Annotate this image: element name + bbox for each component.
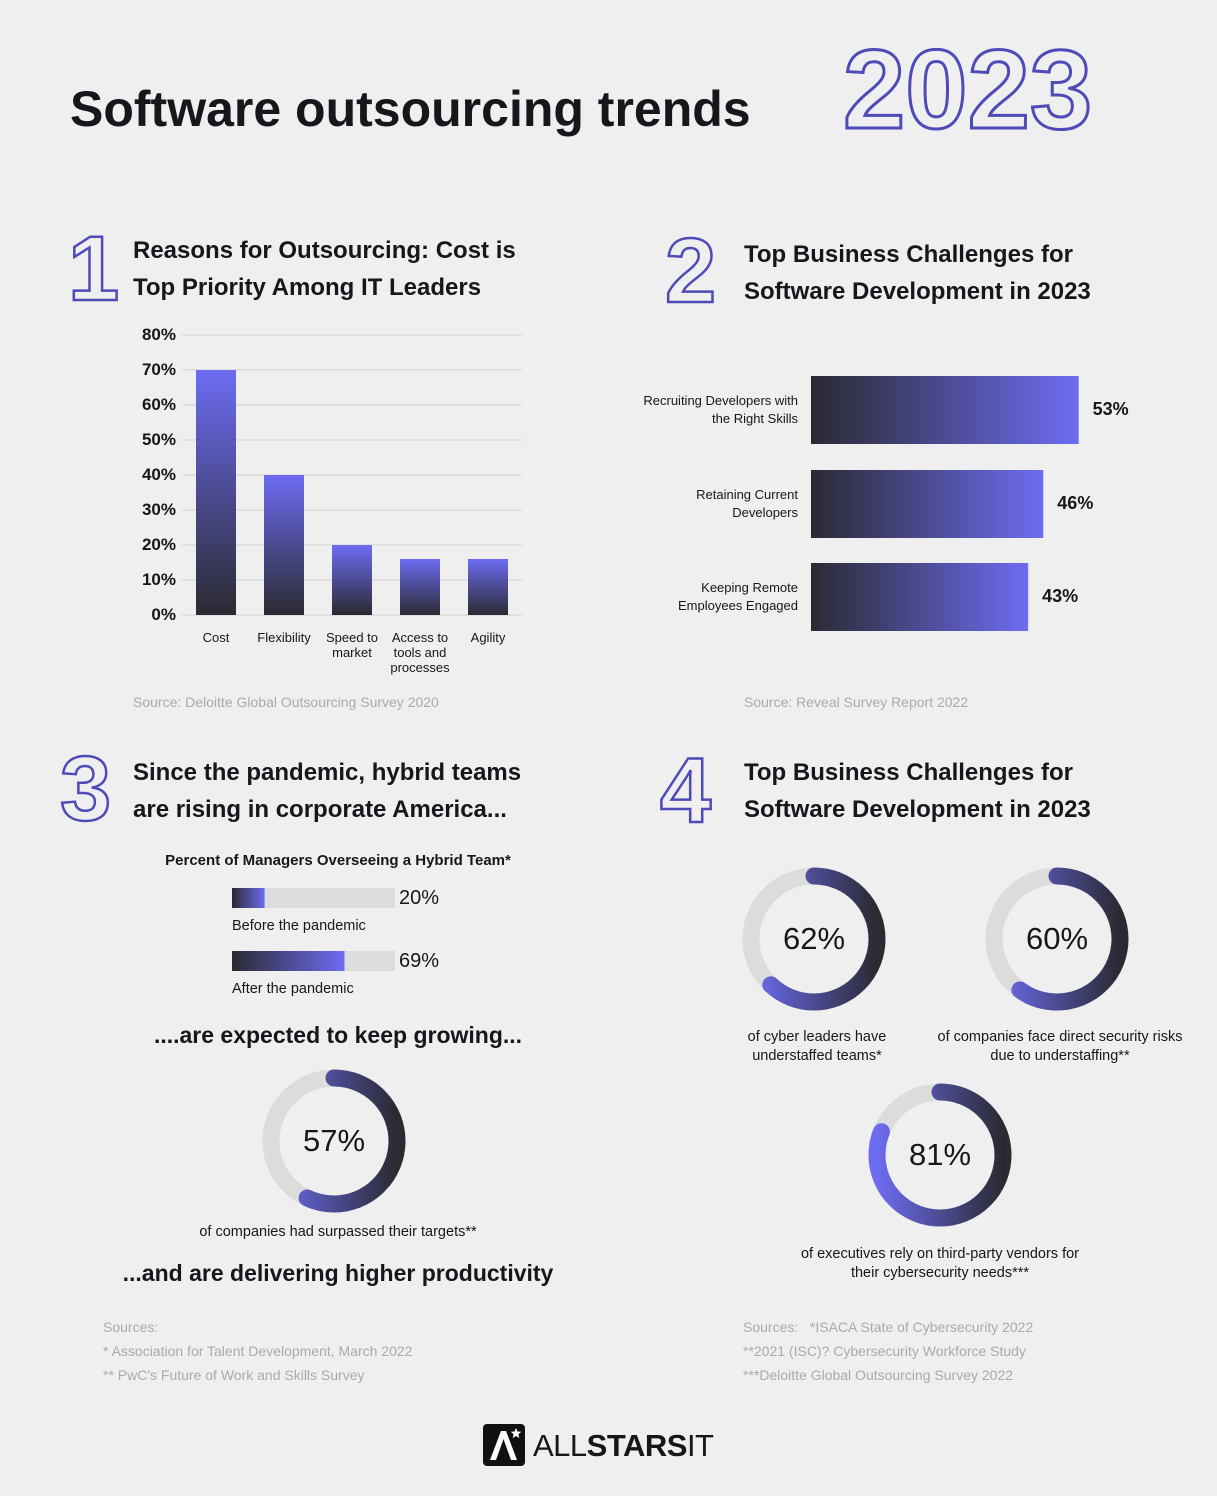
title-year: 2023 (843, 27, 1092, 152)
donut-caption: of companies had surpassed their targets… (199, 1224, 477, 1240)
logo-part: ALL (533, 1428, 587, 1463)
progress-bar (232, 951, 345, 971)
subheading: ...and are delivering higher productivit… (122, 1260, 554, 1286)
bar (264, 475, 304, 615)
y-tick-label: 80% (141, 325, 176, 344)
section-title: Reasons for Outsourcing: Cost is Top Pri… (133, 237, 516, 301)
y-tick-label: 30% (141, 500, 176, 519)
section-number: 4 (660, 740, 711, 842)
subtitle: Percent of Managers Overseeing a Hybrid … (165, 852, 511, 869)
x-tick-label: Access to tools and processes (390, 630, 450, 675)
x-tick-label: Cost (202, 630, 230, 645)
donut-caption: of cyber leaders have understaffed teams… (747, 1029, 887, 1064)
section-number: 2 (665, 220, 716, 322)
section-number: 1 (68, 218, 119, 320)
source: Source: Deloitte Global Outsourcing Surv… (133, 694, 439, 710)
bar (811, 563, 1029, 631)
category-label: Recruiting Developers with the Right Ski… (643, 393, 798, 426)
bar (811, 470, 1044, 538)
bar (400, 559, 440, 615)
track (232, 888, 395, 908)
logo-part: IT (686, 1428, 714, 1463)
donut-label: 57% (302, 1123, 366, 1158)
donut-arc (868, 1083, 1012, 1227)
y-tick-label: 10% (141, 570, 176, 589)
bar (811, 376, 1079, 444)
main-title: Software outsourcing trends (70, 81, 751, 137)
donut-label: 62% (782, 921, 846, 956)
x-tick-label: Agility (470, 630, 506, 645)
bar (332, 545, 372, 615)
donut-arc (742, 867, 886, 1011)
value-label: 46% (1057, 493, 1094, 513)
y-tick-label: 50% (141, 430, 176, 449)
source: Sources: *ISACA State of Cybersecurity 2… (743, 1319, 1034, 1335)
y-tick-label: 40% (141, 465, 176, 484)
donut-label: 60% (1025, 921, 1089, 956)
y-tick-label: 0% (151, 605, 176, 624)
y-tick-label: 60% (141, 395, 176, 414)
logo-glyph (490, 1431, 517, 1460)
value-label: 20% (399, 887, 440, 909)
source: ** PwC's Future of Work and Skills Surve… (103, 1367, 365, 1383)
source: Sources: (103, 1319, 159, 1335)
logo-text: ALLSTARSIT (533, 1428, 714, 1464)
category-label: Before the pandemic (232, 918, 366, 934)
category-label: Retaining Current Developers (696, 487, 798, 520)
y-tick-label: 20% (141, 535, 176, 554)
section-title: Top Business Challenges for Software Dev… (744, 759, 1091, 823)
logo-part: STARS (586, 1428, 688, 1463)
logo-star (510, 1428, 522, 1438)
donut-caption: of executives rely on third-party vendor… (800, 1246, 1080, 1281)
donut-caption: of companies face direct security risks … (937, 1029, 1183, 1064)
x-tick-label: Speed to market (325, 630, 379, 660)
source: ***Deloitte Global Outsourcing Survey 20… (743, 1367, 1014, 1383)
value-label: 43% (1042, 586, 1079, 606)
donut-label: 81% (908, 1137, 972, 1172)
value-label: 69% (399, 950, 440, 972)
source: **2021 (ISC)? Cybersecurity Workforce St… (743, 1343, 1026, 1359)
logo-icon (483, 1424, 525, 1466)
category-label: Keeping Remote Employees Engaged (678, 580, 798, 613)
value-label: 53% (1092, 399, 1129, 419)
progress-bar (232, 888, 265, 908)
donut-arc (985, 867, 1129, 1011)
section-number: 3 (60, 738, 111, 840)
subheading: ....are expected to keep growing... (153, 1022, 523, 1048)
section-title: Since the pandemic, hybrid teams are ris… (133, 759, 522, 823)
section-title: Top Business Challenges for Software Dev… (744, 241, 1091, 305)
bar (468, 559, 508, 615)
source: * Association for Talent Development, Ma… (103, 1343, 413, 1359)
donut-arc (262, 1069, 406, 1213)
y-tick-label: 70% (141, 360, 176, 379)
logo-square (483, 1424, 525, 1466)
category-label: After the pandemic (232, 981, 354, 997)
source: Source: Reveal Survey Report 2022 (744, 694, 969, 710)
bar (196, 370, 236, 615)
x-tick-label: Flexibility (257, 630, 311, 645)
